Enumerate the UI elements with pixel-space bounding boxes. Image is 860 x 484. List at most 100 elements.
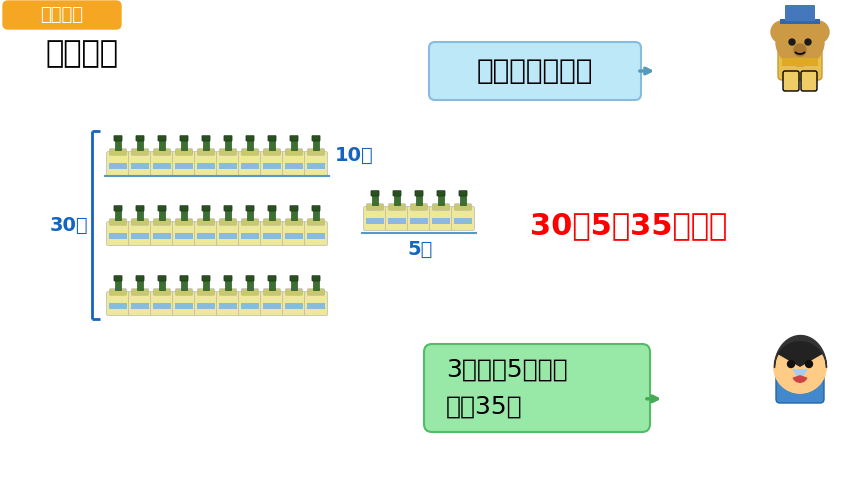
FancyBboxPatch shape — [261, 291, 284, 316]
FancyBboxPatch shape — [175, 149, 193, 155]
FancyBboxPatch shape — [242, 149, 259, 155]
FancyBboxPatch shape — [304, 291, 328, 316]
FancyBboxPatch shape — [198, 288, 215, 295]
FancyBboxPatch shape — [242, 288, 259, 295]
Bar — [241, 302, 259, 309]
Bar — [197, 302, 215, 309]
FancyBboxPatch shape — [158, 206, 166, 211]
Bar — [285, 163, 303, 169]
FancyBboxPatch shape — [109, 219, 126, 225]
FancyBboxPatch shape — [219, 288, 237, 295]
FancyBboxPatch shape — [408, 207, 431, 230]
FancyBboxPatch shape — [312, 136, 320, 141]
Bar — [197, 233, 215, 240]
FancyBboxPatch shape — [410, 204, 427, 210]
Bar — [313, 210, 319, 220]
Bar — [219, 163, 237, 169]
FancyBboxPatch shape — [263, 288, 280, 295]
FancyBboxPatch shape — [415, 191, 423, 196]
FancyBboxPatch shape — [304, 222, 328, 245]
Bar — [307, 302, 325, 309]
FancyBboxPatch shape — [371, 191, 379, 196]
FancyBboxPatch shape — [150, 222, 174, 245]
Bar — [175, 302, 193, 309]
FancyBboxPatch shape — [173, 291, 195, 316]
FancyBboxPatch shape — [114, 275, 122, 281]
FancyBboxPatch shape — [128, 291, 151, 316]
FancyBboxPatch shape — [433, 204, 450, 210]
Text: 3个十加5个一，
等于35。: 3个十加5个一， 等于35。 — [446, 357, 568, 419]
Bar — [416, 195, 422, 205]
Bar — [432, 218, 450, 225]
Bar — [372, 195, 378, 205]
Bar — [225, 280, 231, 290]
FancyBboxPatch shape — [114, 136, 122, 141]
Circle shape — [774, 341, 826, 393]
FancyBboxPatch shape — [107, 291, 130, 316]
FancyBboxPatch shape — [459, 191, 467, 196]
Bar — [247, 280, 253, 290]
FancyBboxPatch shape — [128, 222, 151, 245]
FancyBboxPatch shape — [393, 191, 401, 196]
Text: 探究新知: 探究新知 — [40, 6, 83, 24]
FancyBboxPatch shape — [198, 219, 215, 225]
FancyBboxPatch shape — [282, 291, 305, 316]
Bar — [263, 163, 281, 169]
Bar — [131, 302, 149, 309]
FancyBboxPatch shape — [114, 206, 122, 211]
Bar — [137, 280, 143, 290]
Bar — [181, 140, 187, 151]
FancyBboxPatch shape — [263, 149, 280, 155]
FancyBboxPatch shape — [198, 149, 215, 155]
Bar — [313, 140, 319, 151]
Bar — [225, 140, 231, 151]
Bar — [410, 218, 428, 225]
FancyBboxPatch shape — [286, 149, 303, 155]
FancyBboxPatch shape — [312, 206, 320, 211]
Bar — [263, 233, 281, 240]
Text: 10瓶: 10瓶 — [335, 146, 374, 165]
FancyBboxPatch shape — [153, 149, 170, 155]
Bar — [159, 280, 165, 290]
Text: 5瓶: 5瓶 — [408, 240, 433, 258]
Bar — [291, 280, 297, 290]
Bar — [115, 210, 121, 220]
FancyBboxPatch shape — [238, 222, 261, 245]
Circle shape — [806, 361, 813, 367]
FancyBboxPatch shape — [783, 71, 799, 91]
FancyBboxPatch shape — [175, 219, 193, 225]
FancyBboxPatch shape — [107, 222, 130, 245]
FancyBboxPatch shape — [194, 291, 218, 316]
FancyBboxPatch shape — [364, 207, 386, 230]
Bar — [137, 210, 143, 220]
FancyBboxPatch shape — [153, 219, 170, 225]
FancyBboxPatch shape — [238, 151, 261, 176]
Bar — [241, 163, 259, 169]
Bar — [285, 233, 303, 240]
FancyBboxPatch shape — [801, 71, 817, 91]
FancyBboxPatch shape — [150, 291, 174, 316]
Bar — [153, 163, 171, 169]
FancyBboxPatch shape — [385, 207, 408, 230]
Bar — [203, 280, 209, 290]
Bar — [109, 163, 127, 169]
Circle shape — [774, 341, 826, 393]
Bar — [131, 233, 149, 240]
Bar — [159, 140, 165, 151]
FancyBboxPatch shape — [268, 136, 276, 141]
FancyBboxPatch shape — [180, 206, 188, 211]
FancyBboxPatch shape — [429, 207, 452, 230]
Bar — [247, 140, 253, 151]
FancyBboxPatch shape — [261, 222, 284, 245]
FancyBboxPatch shape — [136, 275, 144, 281]
Bar — [291, 140, 297, 151]
Bar — [175, 233, 193, 240]
Bar — [131, 163, 149, 169]
FancyBboxPatch shape — [132, 288, 149, 295]
Bar — [181, 210, 187, 220]
Bar — [388, 218, 406, 225]
FancyBboxPatch shape — [3, 1, 121, 29]
Wedge shape — [777, 341, 822, 367]
FancyBboxPatch shape — [132, 149, 149, 155]
Bar — [203, 210, 209, 220]
